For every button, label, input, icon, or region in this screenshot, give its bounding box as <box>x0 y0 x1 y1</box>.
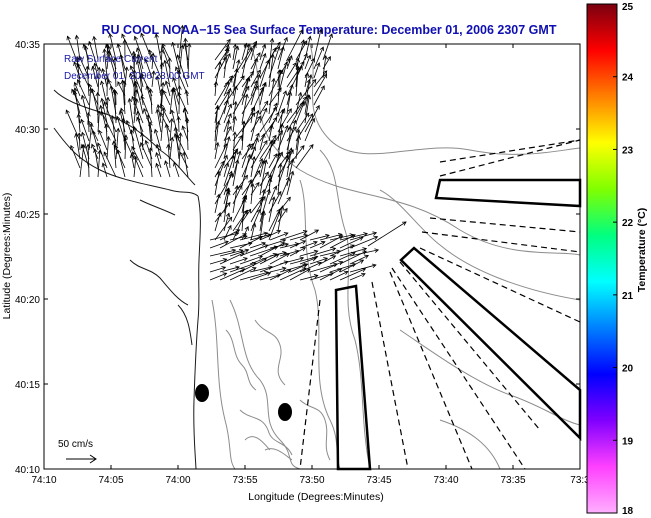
y-tick-label: 40:15 <box>15 380 40 391</box>
x-tick-label: 73:50 <box>299 475 324 486</box>
colorbar-tick-label: 21 <box>622 291 634 302</box>
colorbar-tick-label: 18 <box>622 506 634 517</box>
figure-title: RU COOL NOAA−15 Sea Surface Temperature:… <box>102 23 557 37</box>
x-tick-label: 73:45 <box>366 475 391 486</box>
y-axis: 40:35 40:30 40:25 40:20 40:15 40:10 <box>15 40 580 476</box>
x-tick-label: 73:55 <box>232 475 257 486</box>
colorbar-tick-label: 25 <box>622 2 634 13</box>
y-tick-label: 40:20 <box>15 295 40 306</box>
colorbar-tick-label: 20 <box>622 364 634 375</box>
surface-current-vectors <box>65 24 407 281</box>
colorbar <box>586 3 618 514</box>
colorbar-tick-label: 22 <box>622 218 634 229</box>
overlay-timestamp: December 01, 2006 23:00 GMT <box>64 71 205 82</box>
radar-beam-lines <box>299 139 581 470</box>
y-tick-label: 40:30 <box>15 125 40 136</box>
x-tick-label: 74:05 <box>98 475 123 486</box>
y-tick-label: 40:10 <box>15 465 40 476</box>
x-tick-label: 74:10 <box>31 475 56 486</box>
y-tick-label: 40:25 <box>15 210 40 221</box>
coastline <box>53 89 201 470</box>
colorbar-ticks: 25 24 23 22 21 20 19 18 <box>613 2 634 517</box>
x-tick-label: 73:3 <box>570 475 590 486</box>
x-tick-label: 74:00 <box>165 475 190 486</box>
y-tick-label: 40:35 <box>15 40 40 51</box>
x-axis: 74:10 74:05 74:00 73:55 73:50 73:45 73:40 73:35… <box>31 44 590 486</box>
colorbar-tick-label: 23 <box>622 145 634 156</box>
scale-label: 50 cm/s <box>58 439 93 450</box>
y-axis-label: Latitude (Degrees:Minutes) <box>1 193 13 320</box>
map-layer <box>53 24 582 471</box>
mooring-marker <box>195 384 209 402</box>
colorbar-tick-label: 19 <box>622 436 634 447</box>
x-axis-label: Longitude (Degrees:Minutes) <box>248 491 383 503</box>
overlay-title: Raw Surface Current <box>64 54 158 65</box>
colorbar-tick-label: 24 <box>622 73 634 84</box>
scale-arrow <box>66 454 97 464</box>
mooring-marker <box>278 403 292 421</box>
colorbar-label: Temperature (°C) <box>636 208 648 293</box>
x-tick-label: 73:40 <box>433 475 458 486</box>
bathymetry-contours <box>211 43 581 470</box>
x-tick-label: 73:35 <box>500 475 525 486</box>
